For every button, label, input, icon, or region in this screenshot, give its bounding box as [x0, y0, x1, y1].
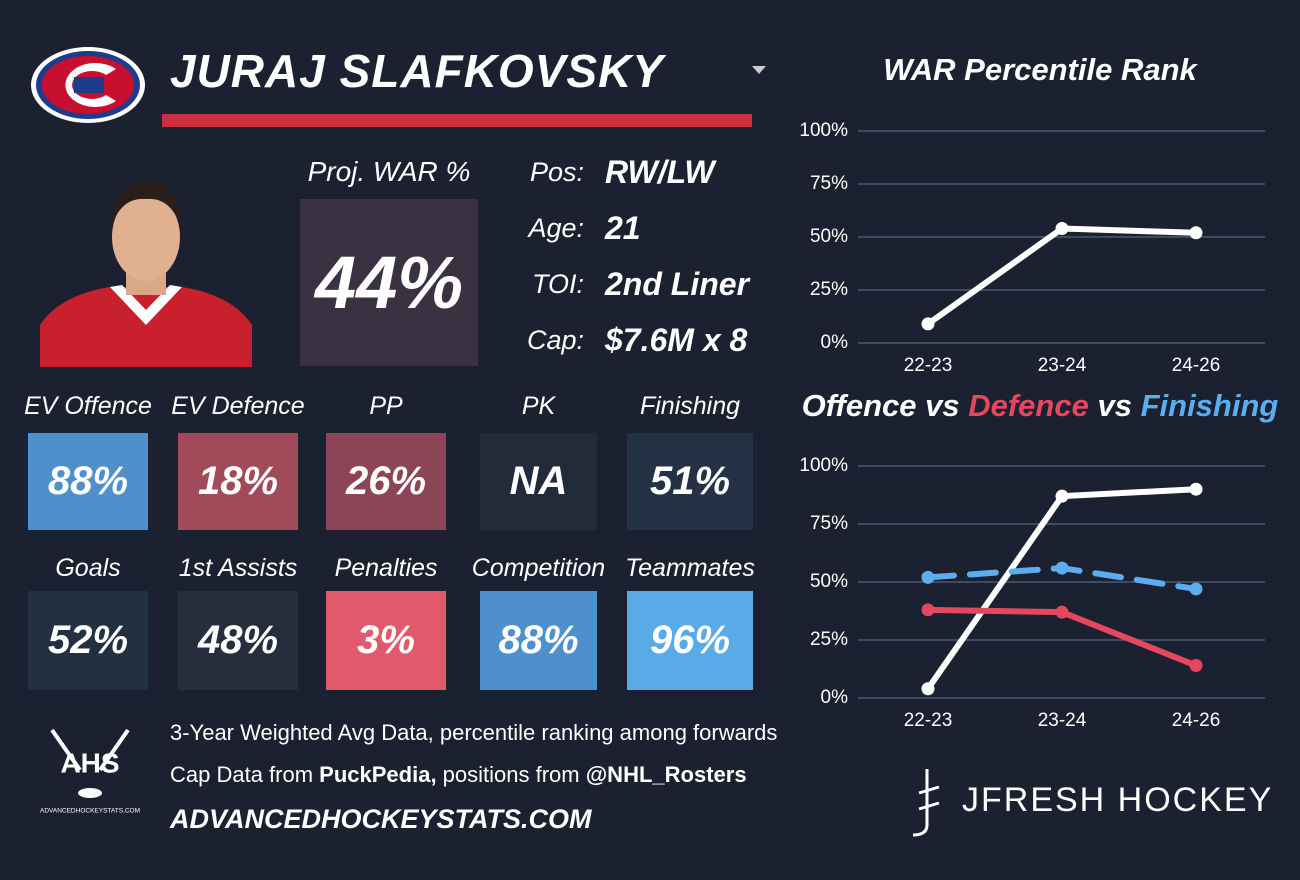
y-tick-label: 25%	[810, 279, 848, 300]
y-tick-label: 25%	[810, 629, 848, 650]
dropdown[interactable]	[750, 64, 768, 76]
tile-label: PK	[521, 392, 556, 420]
credit-part: @NHL_Rosters	[585, 762, 747, 787]
tile-label: Goals	[55, 554, 121, 582]
y-tick-label: 75%	[810, 513, 848, 534]
legend-entry: Finishing	[1141, 388, 1279, 423]
player-name: JURAJ SLAFKOVSKY	[170, 45, 664, 97]
info-value: 21	[605, 210, 641, 246]
info-value: $7.6M x 8	[605, 322, 748, 358]
series-line	[925, 486, 1199, 692]
tile-value: 18%	[178, 433, 298, 530]
y-tick-label: 100%	[799, 455, 848, 476]
info-label: Cap:	[526, 325, 584, 355]
info-value: 2nd Liner	[605, 266, 750, 302]
tile-label: PP	[369, 392, 403, 420]
tile-label: EV Defence	[171, 392, 305, 420]
y-tick-label: 0%	[821, 332, 849, 353]
tile-value: 52%	[28, 591, 148, 690]
data-point	[1189, 482, 1203, 496]
x-tick-label: 22-23	[904, 710, 953, 731]
data-point	[1055, 561, 1069, 575]
name-underline	[162, 114, 752, 127]
data-point	[1189, 582, 1203, 596]
tile-value: 88%	[480, 591, 597, 690]
data-point	[1055, 605, 1069, 619]
tile-label: 1st Assists	[178, 554, 298, 582]
footer-note: 3-Year Weighted Avg Data, percentile ran…	[170, 720, 778, 745]
footer-site: ADVANCEDHOCKEYSTATS.COM	[170, 804, 592, 834]
x-tick-label: 23-24	[1038, 355, 1087, 376]
ahs-logo-text: AHS	[60, 747, 119, 778]
legend-entry: Defence	[968, 388, 1089, 423]
tile-value: 88%	[28, 433, 148, 530]
x-tick-label: 23-24	[1038, 710, 1087, 731]
footer-credits: Cap Data from PuckPedia, positions from …	[170, 762, 747, 788]
player-photo	[40, 181, 252, 367]
y-tick-label: 100%	[799, 120, 848, 141]
tile-label: Teammates	[625, 554, 755, 582]
info-label: Pos:	[529, 157, 584, 187]
x-tick-label: 24-26	[1172, 710, 1221, 731]
y-tick-label: 50%	[810, 226, 848, 247]
series-line	[925, 225, 1199, 327]
chart-title: WAR Percentile Rank	[883, 52, 1198, 87]
credit-part: PuckPedia,	[319, 762, 437, 787]
tile-value: NA	[480, 433, 597, 530]
data-point	[921, 603, 935, 617]
brand-name: JFRESH HOCKEY	[962, 781, 1274, 819]
tile-value: 96%	[627, 591, 753, 690]
data-point	[1055, 222, 1069, 236]
legend-entry: Offence	[802, 388, 917, 423]
data-point	[1189, 226, 1203, 240]
y-tick-label: 50%	[810, 571, 848, 592]
info-value: RW/LW	[605, 154, 715, 190]
tile-value: 26%	[326, 433, 446, 530]
data-point	[921, 317, 935, 331]
data-point	[921, 682, 935, 696]
credit-part: Cap Data from	[170, 762, 320, 787]
y-tick-label: 75%	[810, 173, 848, 194]
tile-value: 3%	[326, 591, 446, 690]
brand-logo	[912, 769, 940, 837]
data-point	[1055, 489, 1069, 503]
data-point	[1189, 659, 1203, 673]
info-label: Age:	[528, 213, 584, 243]
tile-label: EV Offence	[24, 392, 152, 420]
title-joiner: vs	[925, 388, 959, 423]
chart-title: Offence vs Defence vs Finishing	[802, 388, 1279, 423]
projection-value: 44%	[300, 199, 478, 366]
tile-value: 51%	[627, 433, 753, 530]
tile-label: Competition	[471, 554, 606, 582]
projection-label: Proj. WAR %	[307, 156, 471, 187]
data-point	[921, 570, 935, 584]
ahs-logo: AHS ADVANCEDHOCKEYSTATS.COM	[40, 728, 140, 815]
y-tick-label: 0%	[821, 687, 849, 708]
title-joiner: vs	[1097, 388, 1131, 423]
tile-label: Finishing	[639, 392, 741, 420]
team-logo	[31, 47, 145, 123]
tile-value: 48%	[178, 591, 298, 690]
ahs-logo-site: ADVANCEDHOCKEYSTATS.COM	[40, 808, 140, 815]
credit-part: positions from	[436, 762, 586, 787]
info-label: TOI:	[531, 269, 584, 299]
x-tick-label: 22-23	[904, 355, 953, 376]
tile-label: Penalties	[334, 554, 438, 582]
x-tick-label: 24-26	[1172, 355, 1221, 376]
